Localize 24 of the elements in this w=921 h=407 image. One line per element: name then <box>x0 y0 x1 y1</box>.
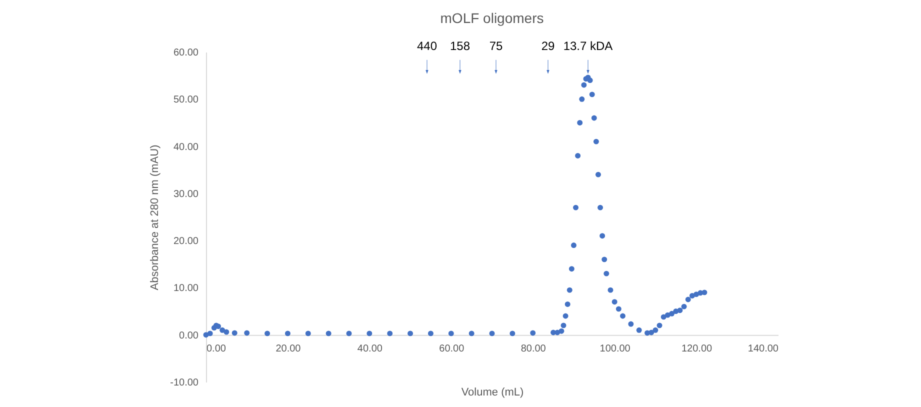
x-tick-label: 80.00 <box>520 343 546 354</box>
x-tick-label: 60.00 <box>439 343 465 354</box>
annotation: 13.7 kDA <box>563 39 613 53</box>
x-tick-label: 140.00 <box>748 343 779 354</box>
y-axis-title: Absorbance at 280 nm (mAU) <box>149 144 162 290</box>
y-tick-label: -10.00 <box>170 378 199 388</box>
x-tick-label: 100.00 <box>600 343 631 354</box>
x-tick-label: 20.00 <box>276 343 302 354</box>
x-axis-title: Volume (mL) <box>461 386 524 398</box>
chart-title: mOLF oligomers <box>440 10 544 26</box>
y-tick-label: 10.00 <box>173 283 199 294</box>
y-tick-label: 50.00 <box>173 94 199 106</box>
y-tick-label: 20.00 <box>173 236 199 248</box>
y-tick-label: 0.00 <box>179 330 199 342</box>
annotation: 440 <box>416 39 438 53</box>
annotation: 158 <box>450 39 470 53</box>
y-tick-label: 40.00 <box>173 142 199 153</box>
y-tick-label: 60.00 <box>173 48 199 58</box>
annotation: 75 <box>489 39 503 53</box>
x-tick-label: 0.00 <box>206 343 226 354</box>
x-tick-label: 120.00 <box>681 343 713 354</box>
x-tick-label: 40.00 <box>357 343 383 354</box>
annotation: 29 <box>541 39 555 53</box>
y-tick-label: 30.00 <box>173 188 199 200</box>
